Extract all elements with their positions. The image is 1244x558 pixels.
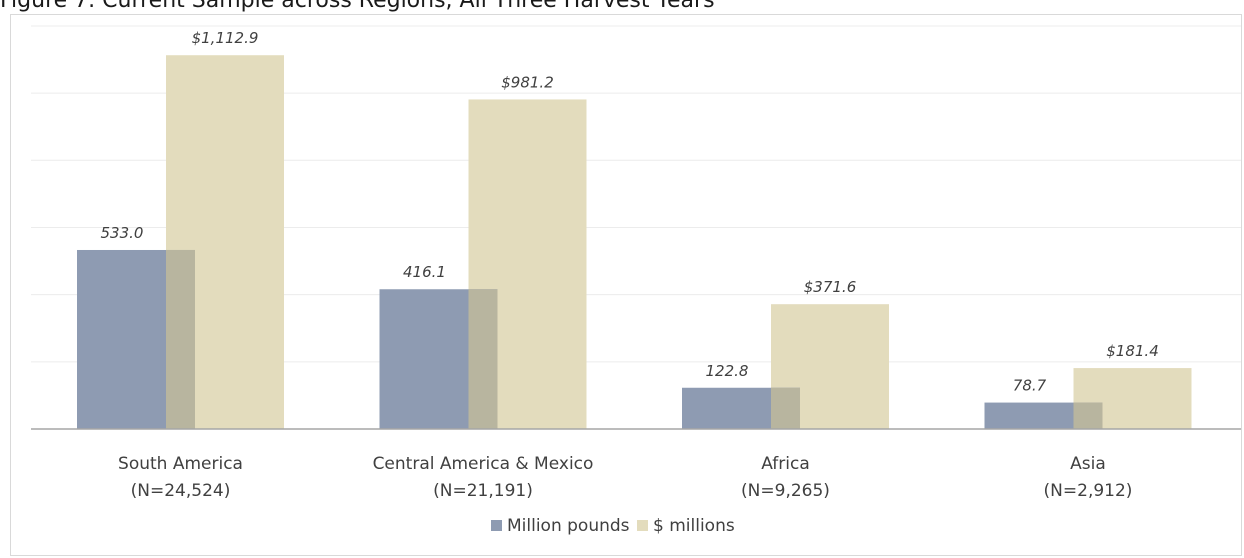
- data-label-dollars-millions: $181.4: [1106, 342, 1159, 360]
- data-label-million-pounds: 122.8: [706, 362, 749, 380]
- legend-swatch: [491, 520, 502, 531]
- bar-overlap: [1073, 402, 1103, 429]
- legend-swatch: [637, 520, 648, 531]
- data-label-dollars-millions: $981.2: [501, 73, 554, 91]
- legend: Million pounds $ millions: [491, 516, 735, 536]
- data-label-million-pounds: 533.0: [101, 224, 144, 242]
- data-label-dollars-millions: $1,112.9: [192, 29, 259, 47]
- bars: [77, 55, 1192, 429]
- category-count-label: (N=9,265): [741, 481, 830, 501]
- chart-title: Figure 7. Current Sample across Regions,…: [0, 0, 715, 13]
- bar-overlap: [771, 387, 800, 429]
- category-labels: South America (N=24,524) Central America &…: [118, 454, 1132, 501]
- category-count-label: (N=24,524): [131, 481, 231, 501]
- category-label: South America: [118, 454, 243, 474]
- bar-overlap: [468, 289, 498, 429]
- data-label-dollars-millions: $371.6: [804, 278, 857, 296]
- chart-frame: 533.0 $1,112.9 416.1 $981.2 122.8 $371.6 78.7 $…: [10, 14, 1242, 556]
- legend-label: Million pounds: [507, 516, 630, 536]
- data-label-million-pounds: 78.7: [1013, 377, 1047, 395]
- category-count-label: (N=21,191): [433, 481, 533, 501]
- legend-label: $ millions: [653, 516, 735, 536]
- category-label: Asia: [1070, 454, 1106, 474]
- data-label-million-pounds: 416.1: [403, 263, 446, 281]
- category-label: Central America & Mexico: [373, 454, 594, 474]
- category-label: Africa: [761, 454, 810, 474]
- data-labels: 533.0 $1,112.9 416.1 $981.2 122.8 $371.6 78.7 $…: [101, 29, 1159, 394]
- bar-overlap: [166, 249, 195, 429]
- category-count-label: (N=2,912): [1044, 481, 1133, 501]
- bar-chart: 533.0 $1,112.9 416.1 $981.2 122.8 $371.6 78.7 $…: [31, 25, 1241, 536]
